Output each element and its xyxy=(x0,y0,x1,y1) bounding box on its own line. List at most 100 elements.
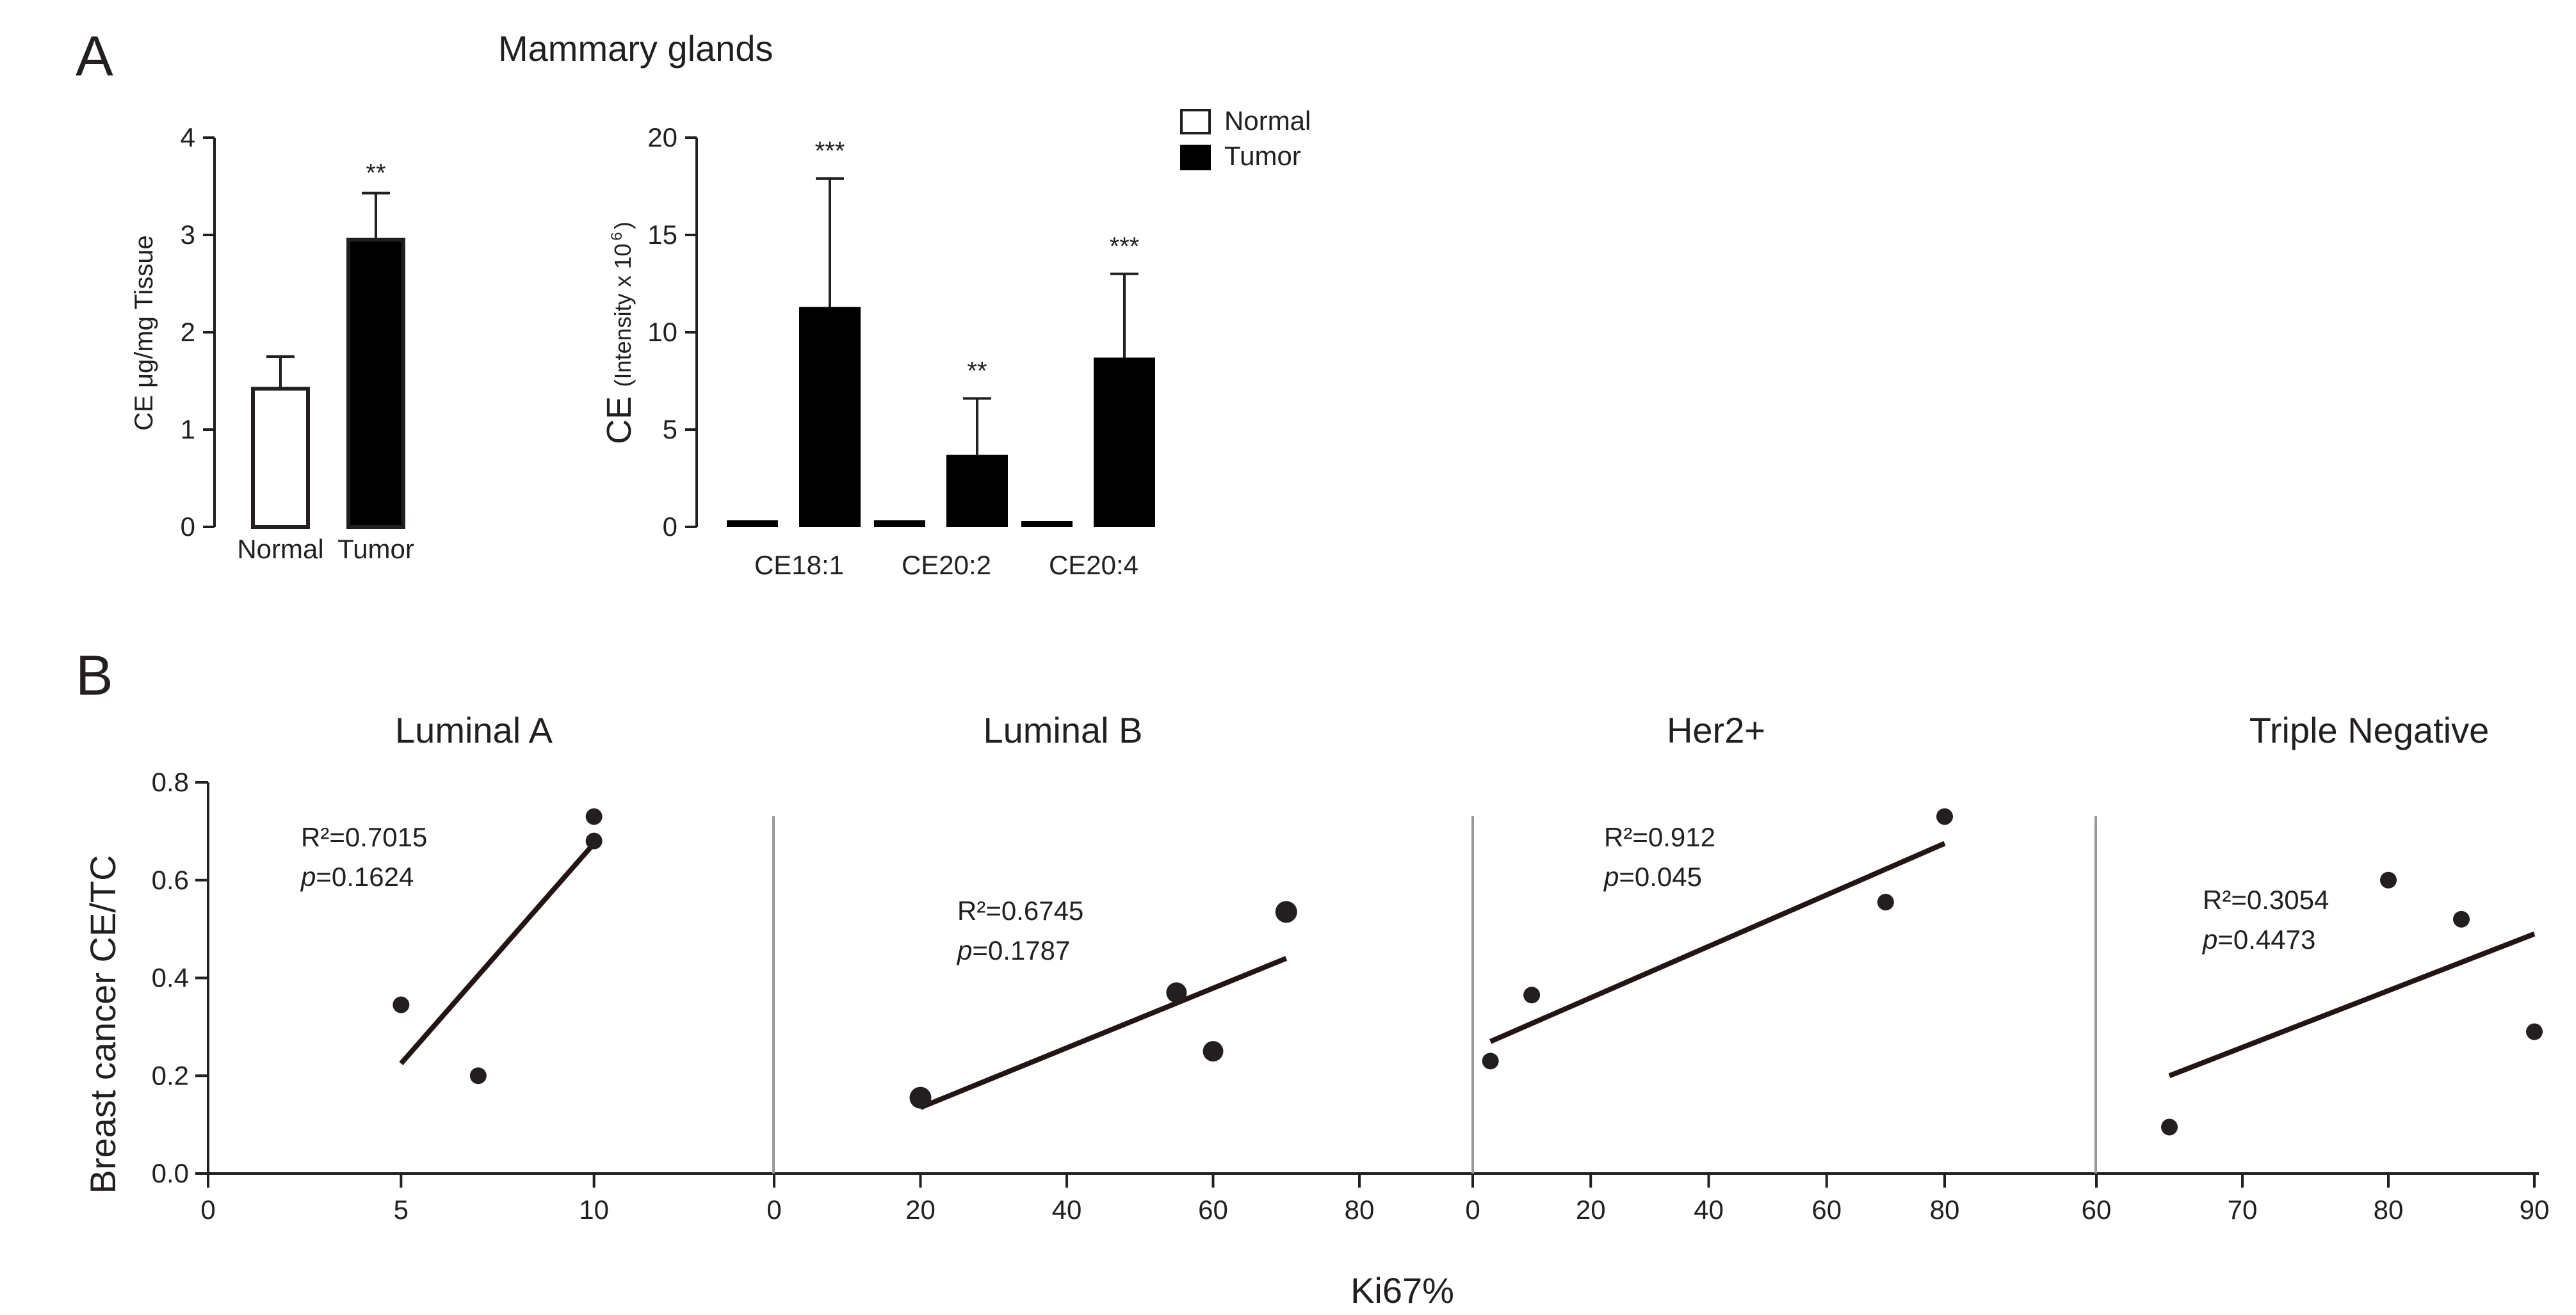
b-data-point xyxy=(1166,982,1187,1003)
a2-category-label: CE20:4 xyxy=(1049,550,1138,580)
a1-ytick-label: 1 xyxy=(181,414,195,444)
b-xtick-label: 40 xyxy=(1052,1195,1082,1225)
b-data-point xyxy=(1877,894,1894,911)
b-xtick-label: 60 xyxy=(2082,1195,2112,1225)
panel-b-letter: B xyxy=(76,643,113,707)
a2-ylabel-sub: (Intensity x 10 xyxy=(610,243,636,387)
b-data-point xyxy=(2526,1023,2543,1040)
b-p-label: p=0.1624 xyxy=(300,862,414,892)
a2-significance: ** xyxy=(967,357,987,385)
b-xtick-label: 60 xyxy=(1811,1195,1842,1225)
a1-ytick-label: 4 xyxy=(181,122,195,152)
b-fit-line xyxy=(1489,841,1946,1044)
a2-ytick-label: 10 xyxy=(647,317,677,347)
chart-ki67-correlation: Breast cancer CE/TC Ki67% 0.0 0.2 0.4 0.6 0.… xyxy=(83,710,2549,1311)
b-p-letter: p xyxy=(956,935,972,965)
a2-ylabel-close: ) xyxy=(610,222,636,229)
a2-bar-normal xyxy=(1021,520,1073,527)
b-data-point xyxy=(2380,871,2397,889)
b-r2-label: R²=0.6745 xyxy=(957,896,1083,926)
legend-label-normal: Normal xyxy=(1224,106,1311,136)
a2-ylabel: CE (Intensity x 10 6 ) xyxy=(600,222,638,444)
b-r2-label: R²=0.912 xyxy=(1604,822,1715,852)
a2-bar-normal xyxy=(727,520,778,527)
b-ytick-label: 0.8 xyxy=(152,767,189,797)
b-data-point xyxy=(1482,1053,1499,1070)
b-p-value: =0.4473 xyxy=(2217,924,2315,955)
b-data-point xyxy=(2161,1118,2178,1136)
a1-bar-normal xyxy=(251,387,310,529)
b-xtick-label: 80 xyxy=(2374,1195,2404,1225)
a2-ylabel-sup: 6 xyxy=(608,232,626,241)
b-data-point xyxy=(469,1067,487,1085)
legend-label-tumor: Tumor xyxy=(1224,141,1301,171)
legend-swatch-tumor xyxy=(1180,145,1211,170)
b-data-point xyxy=(585,832,603,850)
a2-significance: *** xyxy=(815,137,845,165)
b-p-label: p=0.045 xyxy=(1603,862,1702,892)
b-xlabel: Ki67% xyxy=(1350,1270,1454,1311)
b-data-point xyxy=(1936,808,1953,825)
b-xtick-label: 5 xyxy=(394,1195,409,1225)
b-xtick-label: 70 xyxy=(2228,1195,2258,1225)
a1-ylabel: CE μg/mg Tissue xyxy=(130,235,158,430)
a2-bar-tumor xyxy=(799,307,861,527)
b-ytick-label: 0.4 xyxy=(152,963,189,993)
b-p-letter: p xyxy=(300,862,316,892)
a1-significance: ** xyxy=(366,159,385,188)
b-fit-line xyxy=(919,956,1288,1110)
b-ytick-label: 0.6 xyxy=(152,865,189,895)
b-data-point xyxy=(585,808,603,825)
b-fit-line xyxy=(399,841,596,1065)
a1-ytick-label: 2 xyxy=(181,317,195,347)
a2-category-label: CE20:2 xyxy=(902,550,991,580)
b-p-value: =0.045 xyxy=(1619,862,1702,892)
panel-a-title: Mammary glands xyxy=(498,28,773,69)
b-panel-title: Luminal B xyxy=(983,710,1142,750)
b-r2-label: R²=0.7015 xyxy=(301,822,427,852)
a2-bar-tumor xyxy=(946,455,1008,527)
a2-significance: *** xyxy=(1110,232,1140,261)
b-xtick-label: 40 xyxy=(1694,1195,1724,1225)
b-data-point xyxy=(909,1086,932,1109)
b-data-point xyxy=(2453,910,2470,928)
b-data-point xyxy=(1275,901,1297,923)
b-p-letter: p xyxy=(1603,862,1619,892)
a2-bar-normal xyxy=(874,520,925,527)
b-panel-title: Her2+ xyxy=(1667,710,1765,750)
b-xtick-label: 0 xyxy=(200,1195,215,1225)
b-p-value: =0.1787 xyxy=(972,935,1070,965)
a2-category-label: CE18:1 xyxy=(754,550,844,580)
b-ytick-label: 0.0 xyxy=(152,1158,189,1188)
a2-ytick-label: 0 xyxy=(663,512,677,542)
b-data-point xyxy=(1523,987,1541,1004)
a2-ytick-label: 20 xyxy=(647,122,677,152)
a1-ytick-label: 0 xyxy=(181,512,195,542)
b-xtick-label: 10 xyxy=(579,1195,609,1225)
b-xtick-label: 20 xyxy=(1576,1195,1606,1225)
panel-a-letter: A xyxy=(76,24,113,88)
b-xtick-label: 0 xyxy=(1465,1195,1480,1225)
a2-ytick-label: 15 xyxy=(647,220,677,250)
b-xtick-label: 90 xyxy=(2520,1195,2550,1225)
legend-swatch-normal xyxy=(1180,109,1211,134)
b-xtick-label: 80 xyxy=(1930,1195,1960,1225)
a1-category-label: Tumor xyxy=(337,534,414,564)
a2-ylabel-main: CE xyxy=(600,396,638,444)
b-ylabel: Breast cancer CE/TC xyxy=(83,855,123,1193)
b-p-letter: p xyxy=(2201,924,2217,955)
b-xtick-label: 60 xyxy=(1198,1195,1228,1225)
b-data-point xyxy=(1203,1041,1224,1062)
b-p-value: =0.1624 xyxy=(316,862,414,892)
b-panel-title: Triple Negative xyxy=(2249,710,2490,750)
b-ytick-label: 0.2 xyxy=(152,1060,189,1090)
b-fit-line xyxy=(2168,932,2536,1078)
b-xtick-label: 20 xyxy=(905,1195,936,1225)
a2-ytick-label: 5 xyxy=(663,414,677,444)
b-panel-title: Luminal A xyxy=(395,710,553,750)
b-xtick-label: 0 xyxy=(766,1195,781,1225)
a1-ytick-label: 3 xyxy=(181,220,195,250)
b-xtick-label: 80 xyxy=(1345,1195,1375,1225)
a1-bar-tumor xyxy=(346,238,405,529)
